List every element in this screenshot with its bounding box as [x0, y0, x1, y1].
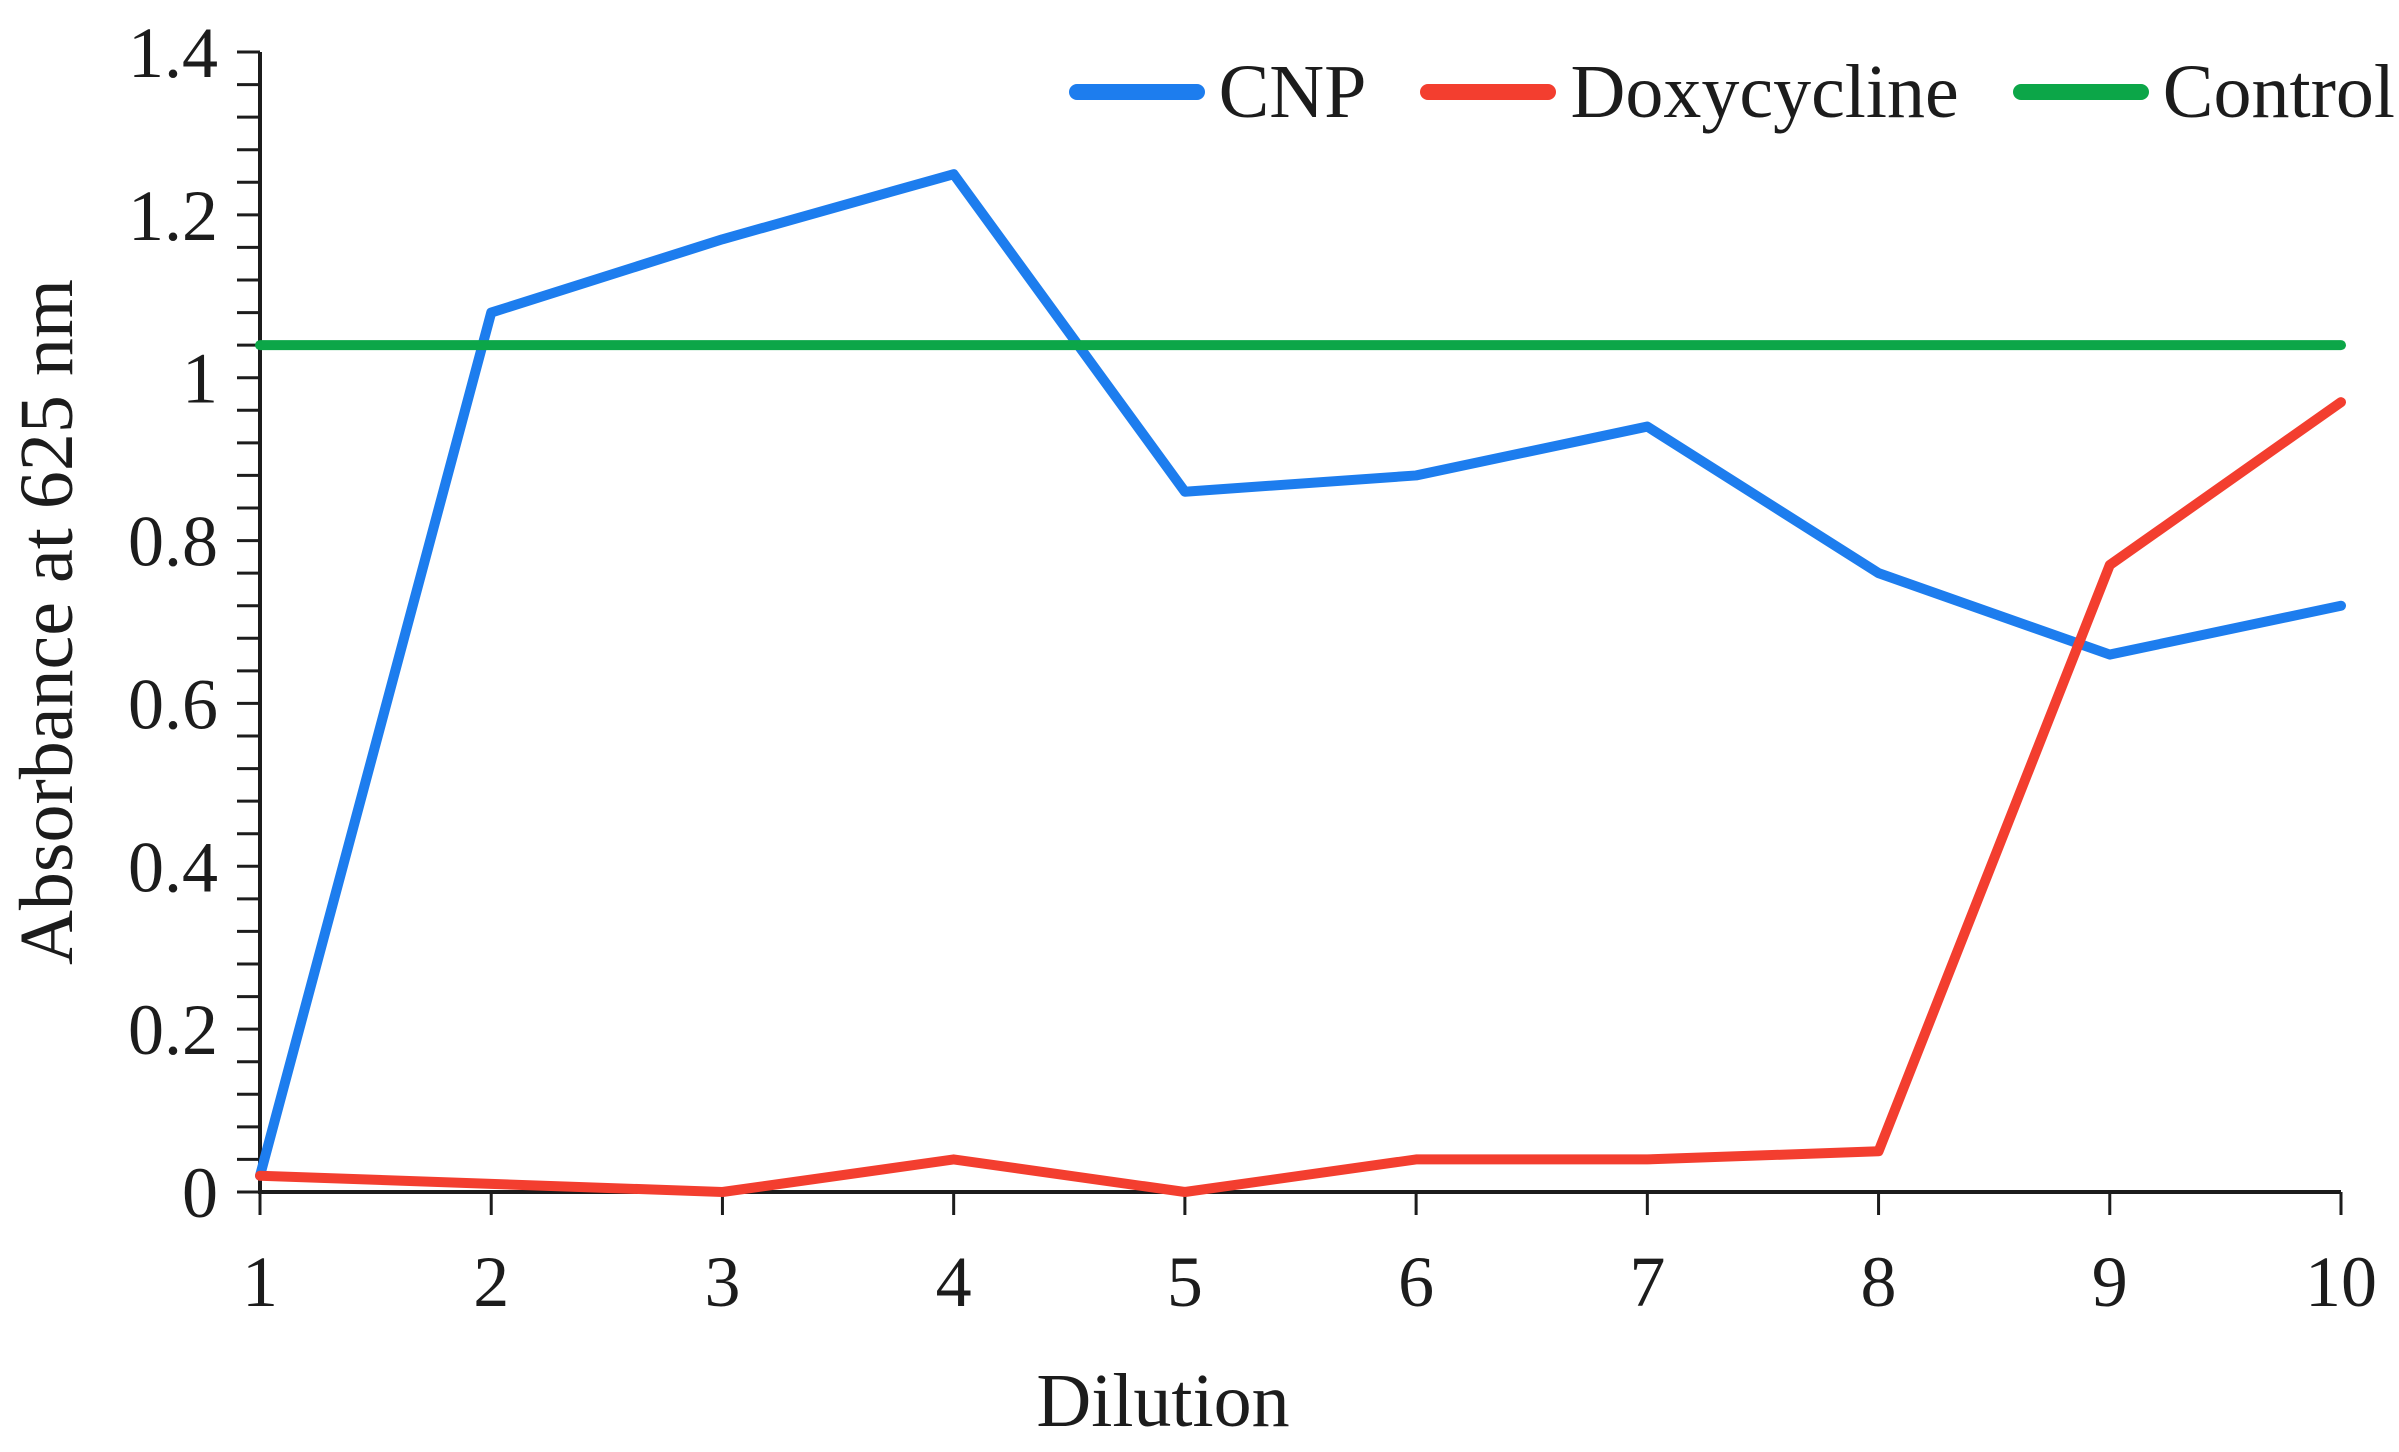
x-tick-label: 5 — [1167, 1242, 1203, 1322]
x-tick-label: 1 — [242, 1242, 278, 1322]
y-axis-tick-labels: 0 0.2 0.4 0.6 0.8 1 1.2 1.4 — [128, 13, 218, 1233]
x-tick-label: 3 — [704, 1242, 740, 1322]
y-tick-label: 1 — [182, 339, 218, 419]
legend-item-control: Control — [2012, 50, 2395, 134]
legend-label: Control — [2162, 50, 2395, 134]
x-tick-label: 6 — [1398, 1242, 1434, 1322]
x-tick-label: 10 — [2305, 1242, 2377, 1322]
y-tick-label: 0.6 — [128, 664, 218, 744]
y-tick-label: 0 — [182, 1153, 218, 1233]
y-axis-minor-ticks — [237, 50, 260, 1194]
x-tick-label: 8 — [1861, 1242, 1897, 1322]
legend-label: Doxycycline — [1570, 50, 1959, 134]
x-tick-label: 9 — [2092, 1242, 2128, 1322]
data-series — [255, 169, 2346, 1197]
doxycycline-legend-swatch-icon — [1420, 84, 1557, 100]
x-axis-tick-labels: 1 2 3 4 5 6 7 8 9 10 — [242, 1242, 2377, 1322]
y-tick-label: 1.4 — [128, 13, 218, 93]
y-axis-title: Absorbance at 625 nm — [5, 279, 89, 965]
x-tick-label: 4 — [936, 1242, 972, 1322]
y-tick-label: 0.4 — [128, 827, 218, 907]
legend: CNP Doxycycline Control — [1068, 48, 2395, 136]
x-axis-ticks — [258, 1192, 2343, 1215]
y-tick-label: 1.2 — [128, 176, 218, 256]
control-legend-swatch-icon — [2012, 84, 2149, 100]
cnp-line — [255, 169, 2346, 1181]
x-tick-label: 2 — [473, 1242, 509, 1322]
cnp-legend-swatch-icon — [1068, 84, 1205, 100]
y-tick-label: 0.8 — [128, 502, 218, 582]
legend-label: CNP — [1218, 50, 1367, 134]
legend-item-doxycycline: Doxycycline — [1420, 50, 1959, 134]
x-tick-label: 7 — [1629, 1242, 1665, 1322]
legend-item-cnp: CNP — [1068, 50, 1367, 134]
x-axis-title: Dilution — [1036, 1359, 1289, 1443]
doxycycline-line — [255, 397, 2346, 1197]
y-tick-label: 0.2 — [128, 990, 218, 1070]
